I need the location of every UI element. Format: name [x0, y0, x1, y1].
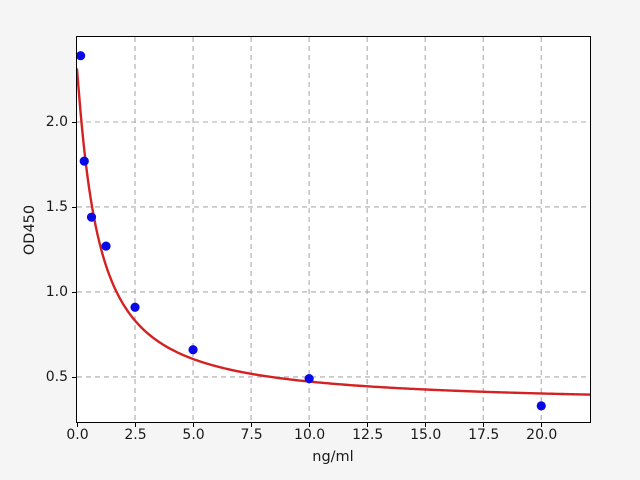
y-tick-label: 1.5	[45, 199, 68, 216]
data-point	[77, 51, 86, 61]
x-tick-label: 7.5	[240, 427, 263, 443]
data-point	[130, 302, 140, 312]
data-point	[304, 374, 314, 384]
x-tick-mark	[192, 423, 195, 427]
plot-canvas	[77, 37, 590, 422]
x-tick-label: 17.5	[468, 427, 500, 443]
fit-curve	[77, 68, 590, 396]
y-axis-label: OD450	[22, 204, 38, 256]
x-tick-mark	[250, 423, 253, 427]
y-tick-label: 0.5	[45, 369, 68, 386]
y-tick-label: 2.0	[45, 114, 68, 131]
data-point	[79, 156, 89, 166]
x-tick-mark	[308, 423, 311, 427]
y-tick-label: 1.0	[45, 284, 68, 301]
x-tick-mark	[483, 423, 485, 427]
plot-area	[76, 36, 591, 423]
x-tick-label: 12.5	[352, 427, 384, 443]
data-point	[86, 212, 97, 222]
y-tick-mark	[72, 206, 76, 209]
data-point	[536, 401, 546, 411]
x-tick-label: 15.0	[410, 427, 442, 443]
x-tick-mark	[366, 423, 369, 427]
x-tick-label: 5.0	[182, 427, 205, 443]
y-tick-mark	[72, 291, 76, 294]
x-tick-mark	[541, 423, 543, 427]
x-tick-label: 2.5	[124, 427, 147, 443]
y-tick-mark	[72, 376, 76, 379]
data-point	[101, 241, 111, 251]
x-tick-label: 10.0	[294, 427, 326, 443]
x-tick-mark	[134, 423, 137, 427]
x-tick-mark	[424, 423, 427, 427]
data-point	[188, 345, 198, 355]
x-tick-mark	[76, 423, 79, 427]
y-tick-mark	[72, 121, 76, 124]
x-tick-label: 0.0	[66, 427, 89, 443]
x-axis-label: ng/ml	[312, 449, 354, 465]
x-tick-label: 20.0	[526, 427, 558, 443]
